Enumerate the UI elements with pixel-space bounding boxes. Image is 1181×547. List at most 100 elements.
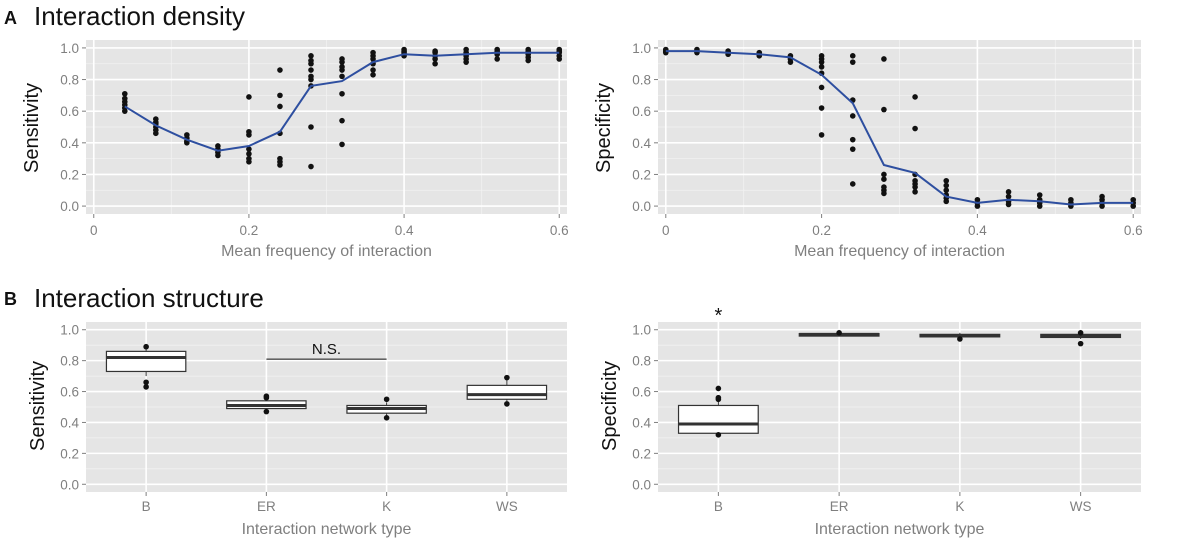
data-point bbox=[339, 117, 345, 124]
data-point bbox=[308, 73, 314, 80]
chart-specificity-structure: 0.0 0.2 0.4 0.6 0.8 1.0 B ER K WS Interaction netw… bbox=[599, 305, 1141, 538]
y-tick-label: 1.0 bbox=[632, 41, 651, 56]
data-point bbox=[277, 103, 283, 110]
data-point bbox=[339, 90, 345, 97]
data-point bbox=[818, 53, 825, 59]
y-tick-label: 0.8 bbox=[632, 73, 651, 88]
data-point bbox=[184, 132, 190, 138]
y-axis-title: Specificity bbox=[599, 361, 621, 451]
y-tick-label: 0.4 bbox=[60, 415, 79, 430]
box-point bbox=[715, 432, 722, 438]
data-point bbox=[215, 143, 221, 149]
box-point bbox=[383, 415, 390, 421]
data-point bbox=[818, 132, 825, 138]
data-point bbox=[912, 94, 918, 100]
y-tick-label: 0.4 bbox=[632, 415, 651, 430]
data-point bbox=[339, 73, 345, 80]
box-point bbox=[143, 343, 149, 350]
y-tick-label: 0.4 bbox=[632, 136, 651, 151]
box-point bbox=[143, 379, 149, 386]
smooth-line bbox=[665, 50, 1134, 206]
data-point bbox=[277, 67, 283, 73]
y-tick-label: 0.4 bbox=[60, 136, 79, 151]
y-tick-label: 0.0 bbox=[632, 477, 651, 492]
panel-b-title: Interaction structure bbox=[34, 283, 264, 313]
data-point bbox=[370, 67, 376, 73]
data-point bbox=[943, 182, 950, 189]
panel-a-title: Interaction density bbox=[34, 1, 245, 31]
data-point bbox=[556, 46, 563, 53]
y-tick-label: 0.6 bbox=[60, 104, 79, 119]
data-point bbox=[1005, 193, 1012, 200]
box-point bbox=[504, 401, 510, 407]
x-tick-label: ER bbox=[257, 499, 276, 514]
panel-a-letter: A bbox=[4, 8, 17, 28]
data-point bbox=[246, 94, 252, 100]
chart-sensitivity-structure: 0.0 0.2 0.4 0.6 0.8 1.0 B ER K WS Interaction netw… bbox=[27, 322, 567, 538]
data-point bbox=[912, 125, 918, 132]
y-tick-label: 0.2 bbox=[60, 167, 79, 182]
data-point bbox=[494, 46, 500, 53]
data-point bbox=[974, 196, 981, 203]
data-point bbox=[308, 53, 314, 59]
x-tick-label: WS bbox=[1070, 499, 1092, 514]
x-tick-label: K bbox=[955, 499, 964, 514]
data-point bbox=[246, 146, 252, 152]
y-tick-label: 0.0 bbox=[60, 477, 79, 492]
box-point bbox=[383, 396, 390, 403]
panel-b-letter: B bbox=[4, 289, 17, 309]
data-point bbox=[1099, 193, 1105, 200]
data-point bbox=[943, 187, 950, 194]
box-WS bbox=[466, 384, 548, 400]
data-point bbox=[121, 90, 128, 97]
box-point bbox=[263, 393, 270, 399]
x-axis-title: Mean frequency of interaction bbox=[794, 243, 1005, 260]
y-tick-label: 0.6 bbox=[60, 385, 79, 400]
y-axis-title: Specificity bbox=[593, 83, 615, 173]
data-point bbox=[153, 116, 159, 122]
x-axis-title: Interaction network type bbox=[815, 521, 985, 538]
data-point bbox=[849, 59, 856, 65]
data-point bbox=[308, 67, 314, 73]
x-tick-label: 0 bbox=[662, 223, 670, 238]
y-axis-title: Sensitivity bbox=[21, 83, 43, 173]
data-point bbox=[525, 46, 532, 53]
box-point bbox=[836, 330, 842, 336]
data-point bbox=[943, 177, 950, 184]
y-tick-label: 0.8 bbox=[60, 354, 79, 369]
y-tick-label: 0.6 bbox=[632, 104, 651, 119]
data-point bbox=[1068, 196, 1074, 203]
data-point bbox=[849, 113, 856, 119]
box-point bbox=[1077, 340, 1084, 347]
x-tick-label: ER bbox=[830, 499, 849, 514]
x-tick-label: 0.2 bbox=[240, 223, 259, 238]
y-tick-label: 1.0 bbox=[60, 41, 79, 56]
x-tick-label: B bbox=[714, 499, 723, 514]
box-point bbox=[1077, 330, 1084, 336]
significance-label: N.S. bbox=[312, 341, 341, 358]
box-point bbox=[715, 385, 722, 392]
data-point bbox=[308, 124, 314, 130]
data-point bbox=[401, 46, 407, 53]
y-tick-label: 1.0 bbox=[632, 323, 651, 338]
data-point bbox=[912, 189, 918, 195]
chart-specificity-density: 0.0 0.2 0.4 0.6 0.8 1.0 0 0.2 0.4 0.6 Mean frequen… bbox=[593, 40, 1143, 260]
data-point bbox=[912, 177, 918, 184]
data-point bbox=[370, 72, 376, 78]
box-B bbox=[677, 404, 759, 434]
y-axis-title: Sensitivity bbox=[27, 361, 49, 451]
box-point bbox=[957, 336, 963, 342]
x-tick-label: 0 bbox=[90, 223, 98, 238]
x-tick-label: 0.6 bbox=[1124, 223, 1143, 238]
x-tick-label: WS bbox=[496, 499, 518, 514]
x-tick-label: 0.6 bbox=[550, 223, 569, 238]
y-tick-label: 0.2 bbox=[60, 446, 79, 461]
x-tick-label: K bbox=[382, 499, 391, 514]
data-point bbox=[818, 84, 825, 91]
data-point bbox=[463, 46, 469, 53]
x-axis-title: Interaction network type bbox=[242, 521, 412, 538]
data-point bbox=[849, 136, 856, 143]
data-point bbox=[881, 171, 887, 178]
data-point bbox=[308, 163, 314, 170]
